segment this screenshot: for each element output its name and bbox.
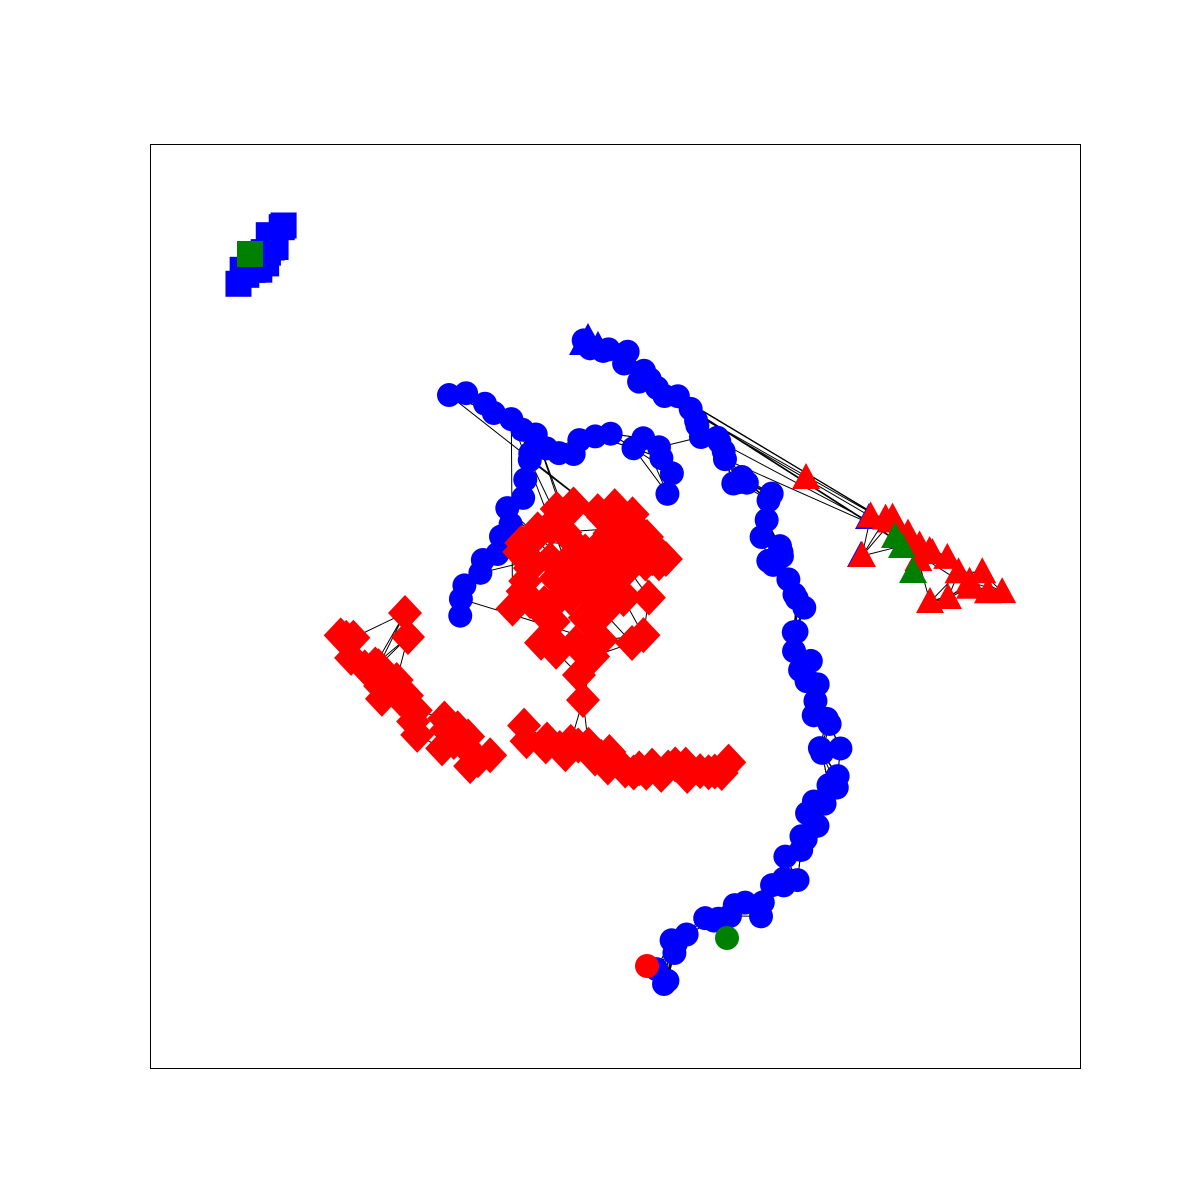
diamond-node [400,716,435,753]
diamond-node [532,621,567,658]
diamond-node [566,682,600,718]
axes-frame [150,144,1081,1069]
triangle-node [878,505,907,532]
circle-node [662,941,687,966]
diamond-node [398,692,433,729]
diamond-node [611,550,646,587]
triangle-node [933,542,962,569]
circle-node [773,844,798,869]
circle-node [812,791,837,816]
diamond-node [618,509,653,546]
circle-node [712,447,737,472]
circle-node [659,461,684,486]
square-node [237,241,263,267]
diamond-node [606,581,641,618]
circle-node [756,488,781,513]
triangle-node [848,541,876,567]
node-layer [225,212,1017,996]
triangle-node [968,557,997,584]
triangle-node [899,557,927,583]
diamond-node [436,723,471,760]
circle-node [734,470,759,495]
diamond-node [505,573,540,610]
circle-node [761,552,786,577]
circle-node [655,481,680,506]
diamond-node [561,531,596,568]
diamond-node [562,657,596,693]
circle-node [749,525,774,550]
circle-node [781,620,806,645]
circle-node [715,926,739,950]
diamond-node [388,595,422,631]
circle-node [513,467,538,492]
edge-layer [340,339,1003,985]
circle-node [448,603,473,628]
circle-node [612,351,637,376]
triangle-node [988,577,1017,604]
diamond-node [473,737,508,774]
circle-node [828,736,853,761]
circle-node [749,904,774,929]
diamond-node [711,743,746,780]
triangle-node [792,463,820,489]
diamond-node [592,515,627,552]
circle-node [635,954,659,978]
diamond-node [556,486,591,523]
circle-node [792,595,817,620]
circle-node [598,421,623,446]
circle-node [693,906,718,931]
diamond-node [572,575,607,612]
triangle-node [888,532,916,558]
circle-node [810,740,835,765]
triangle-node [569,329,597,355]
circle-node [652,971,677,996]
circle-node [454,381,479,406]
diamond-node [631,579,666,616]
diamond-node [391,619,425,655]
triangle-node [956,572,985,599]
diamond-node [641,534,676,571]
diamond-node [567,599,602,636]
diamond-node [518,518,553,555]
circle-node [517,447,542,472]
circle-node [814,706,839,731]
square-node [225,270,252,297]
diamond-node [626,617,661,654]
circle-node [816,773,841,798]
triangle-node [934,583,962,609]
